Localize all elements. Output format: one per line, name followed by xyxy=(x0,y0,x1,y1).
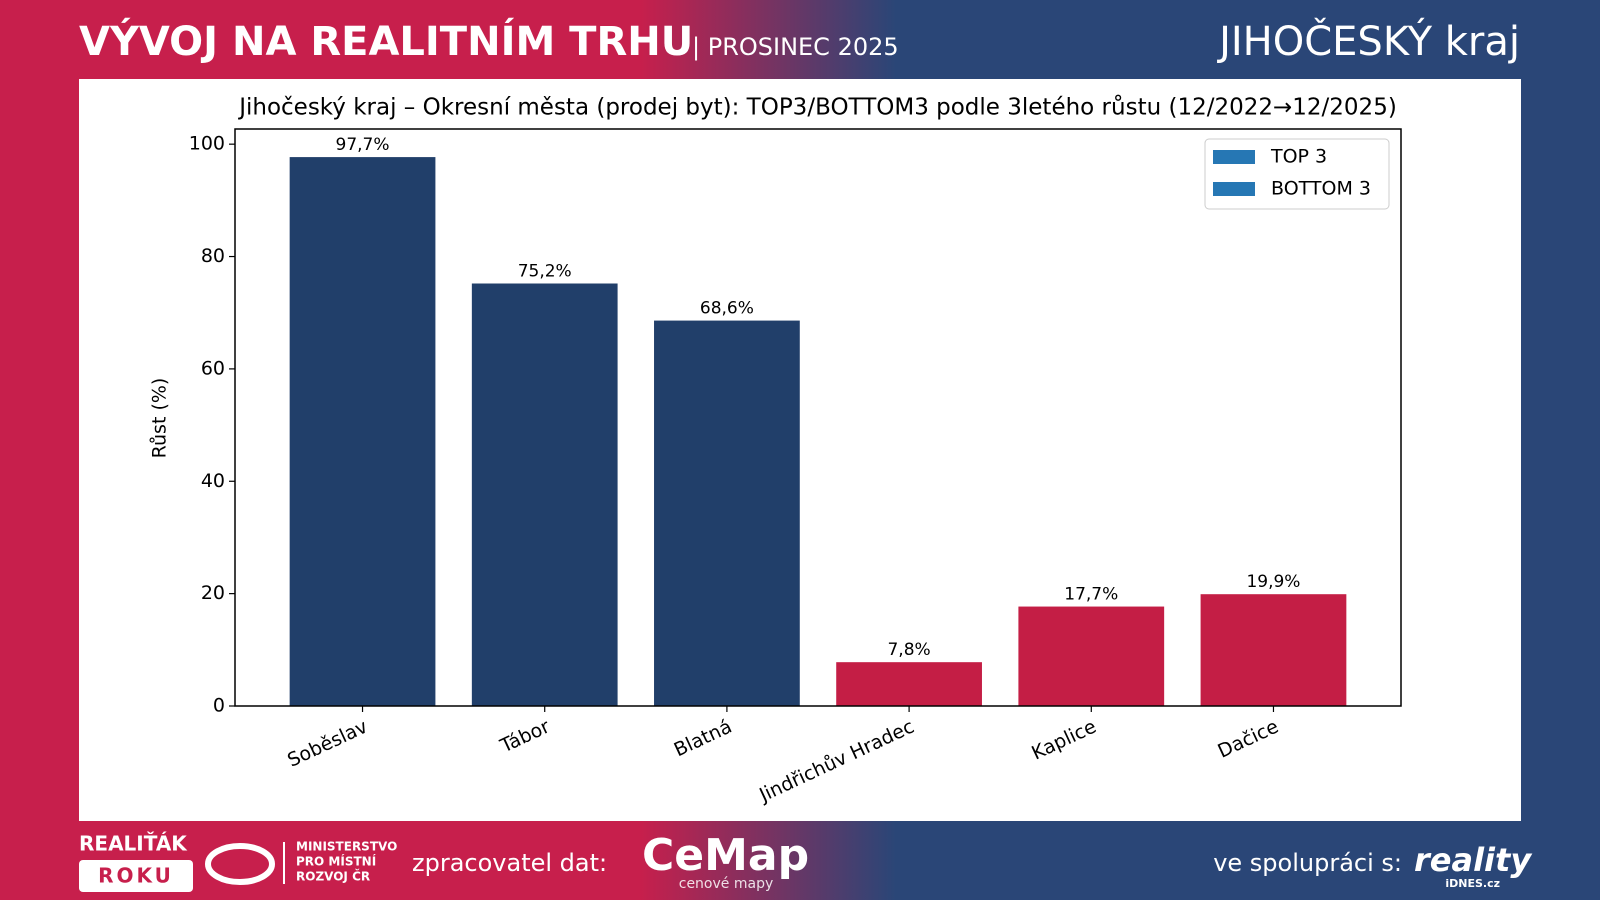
value-label: 75,2% xyxy=(518,262,572,282)
legend-label: TOP 3 xyxy=(1270,146,1327,168)
bar xyxy=(471,283,618,706)
legend-swatch xyxy=(1213,150,1255,164)
bar xyxy=(1018,606,1165,706)
header-region: JIHOČESKÝ kraj xyxy=(1216,17,1520,65)
ministry-text: ROZVOJ ČR xyxy=(296,869,370,884)
bar xyxy=(654,320,800,706)
award-text: ROKU xyxy=(98,864,174,888)
value-label: 68,6% xyxy=(700,299,754,319)
chart-title: Jihočeský kraj – Okresní města (prodej b… xyxy=(237,94,1397,121)
value-label: 97,7% xyxy=(336,135,390,155)
y-tick-label: 40 xyxy=(201,470,225,492)
bar xyxy=(289,157,436,706)
partner-text: ve spolupráci s: xyxy=(1213,849,1402,877)
value-label: 19,9% xyxy=(1246,572,1300,592)
y-tick-label: 0 xyxy=(213,695,225,717)
bar xyxy=(836,662,982,706)
header-title: VÝVOJ NA REALITNÍM TRHU xyxy=(79,16,693,65)
ministry-text: MINISTERSTVO xyxy=(296,840,397,854)
bar xyxy=(1200,594,1347,706)
legend-swatch xyxy=(1213,182,1255,196)
reality-logo: reality xyxy=(1414,841,1532,879)
idnes-logo: iDNES.cz xyxy=(1445,877,1500,890)
value-label: 17,7% xyxy=(1064,585,1118,605)
ministry-text: PRO MÍSTNÍ xyxy=(296,854,377,869)
y-tick-label: 20 xyxy=(201,582,225,604)
plot-frame xyxy=(234,128,1402,707)
award-text: REALIŤÁK xyxy=(79,832,188,856)
y-tick-label: 60 xyxy=(201,357,225,379)
footer: REALIŤÁK ROKU MINISTERSTVO PRO MÍSTNÍ RO… xyxy=(79,830,1532,892)
processor-text: zpracovatel dat: xyxy=(412,849,607,877)
ministry-logo xyxy=(205,843,275,885)
y-axis-label: Růst (%) xyxy=(149,378,171,459)
y-tick-label: 100 xyxy=(189,133,225,155)
value-label: 7,8% xyxy=(887,640,930,660)
cemap-logo: CeMap xyxy=(642,830,809,881)
y-tick-label: 80 xyxy=(201,245,225,267)
cemap-sub: cenové mapy xyxy=(679,876,774,892)
legend-label: BOTTOM 3 xyxy=(1271,178,1371,200)
header-subtitle: | PROSINEC 2025 xyxy=(692,33,899,61)
award-box xyxy=(79,860,193,892)
